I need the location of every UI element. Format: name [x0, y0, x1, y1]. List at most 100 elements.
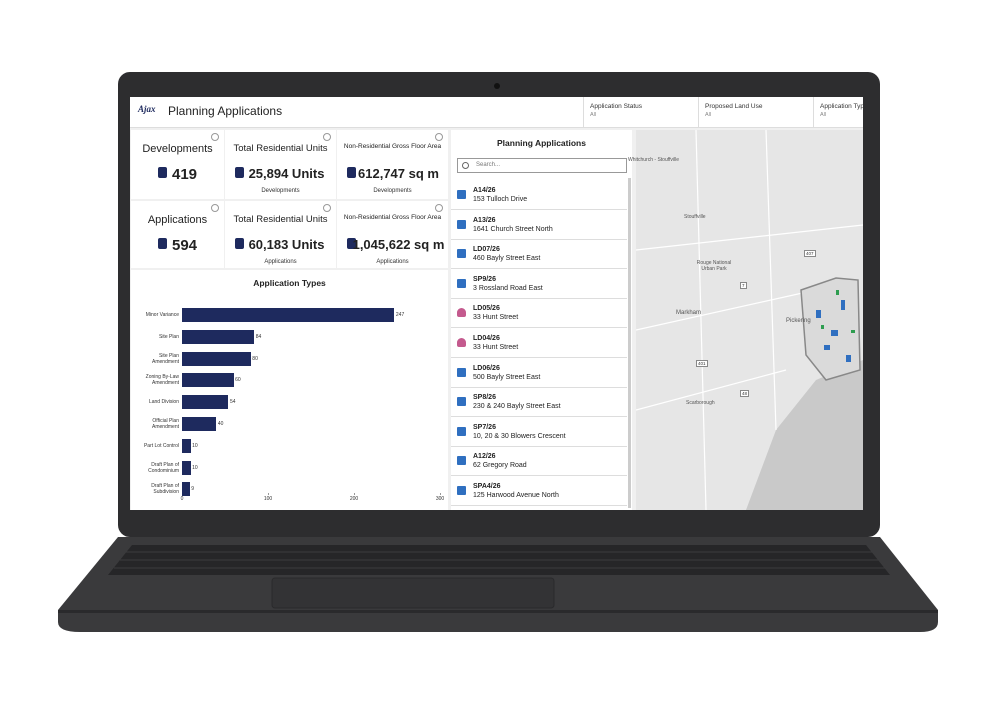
item-id: LD06/26 — [473, 364, 500, 372]
road-label: 48 — [740, 390, 750, 397]
item-id: LD04/26 — [473, 335, 500, 342]
map-label: Markham — [676, 310, 702, 316]
item-id: LD05/26 — [473, 305, 500, 313]
x-tick-label: 200 — [349, 496, 359, 502]
item-swatch — [457, 367, 466, 377]
item-id: A12/26 — [473, 453, 496, 461]
kpi-caption: Applications — [264, 259, 297, 265]
map-label: Pickering — [786, 318, 811, 324]
scrollbar[interactable] — [628, 178, 631, 508]
item-id: A13/26 — [473, 216, 496, 224]
kpi-title: Applications — [147, 214, 208, 226]
filter[interactable]: Application Type All — [813, 97, 863, 127]
x-tick-mark — [354, 493, 355, 495]
item-address: 33 Hunt Street — [473, 314, 519, 322]
item-swatch — [457, 249, 466, 259]
bar — [182, 329, 255, 344]
kpi-value: 612,747 sq m — [358, 166, 439, 181]
kpi-title: Developments — [142, 143, 213, 155]
application-item[interactable]: SPA4/26 125 Harwood Avenue North — [451, 476, 627, 506]
map-label: Rouge National Urban Park — [696, 260, 732, 272]
map-canvas — [636, 130, 863, 510]
info-icon — [435, 204, 443, 212]
base-edge — [58, 610, 938, 613]
filter[interactable]: Application Status All — [583, 97, 698, 127]
road-label: 401 — [696, 360, 708, 367]
kpi-card: Applications 594 — [131, 201, 224, 268]
trackpad — [271, 577, 555, 609]
category-label: Draft Plan of Condominium — [148, 461, 179, 474]
road-label: 7 — [740, 282, 747, 289]
category-label: Site Plan Amendment — [152, 352, 179, 365]
category-label: Zoning By-Law Amendment — [145, 374, 179, 387]
kpi-icon — [347, 167, 356, 178]
kpi-value: 594 — [171, 237, 198, 254]
category-label: Site Plan — [158, 333, 179, 340]
application-item[interactable]: A13/26 1641 Church Street North — [451, 210, 627, 240]
item-swatch — [457, 308, 466, 318]
application-item[interactable]: LD07/26 460 Bayly Street East — [451, 239, 627, 270]
kpi-card: Non-Residential Gross Floor Area 612,747 … — [337, 130, 448, 199]
application-item[interactable]: LD04/26 33 Hunt Street — [451, 328, 627, 358]
roads — [636, 130, 863, 510]
item-id: LD07/26 — [473, 246, 500, 254]
application-item[interactable]: A14/26 153 Tulloch Drive — [451, 180, 627, 210]
kpi-caption: Developments — [261, 188, 300, 194]
bar — [182, 308, 395, 322]
value-label: 60 — [235, 377, 241, 384]
kpi-card: Total Residential Units 60,183 Units Appli… — [225, 201, 336, 268]
value-label: 10 — [192, 464, 198, 471]
value-label: 9 — [191, 486, 195, 493]
bar — [182, 460, 191, 475]
camera — [494, 83, 500, 89]
item-address: 62 Gregory Road — [473, 462, 527, 470]
kpi-icon — [235, 167, 244, 178]
item-address: 10, 20 & 30 Blowers Crescent — [473, 432, 566, 440]
item-address: 500 Bayly Street East — [473, 373, 541, 381]
value-label: 84 — [255, 333, 262, 340]
parcels-green — [821, 290, 855, 333]
kpi-title: Non-Residential Gross Floor Area — [343, 214, 442, 221]
road-label: 407 — [804, 250, 816, 257]
category-label: Draft Plan of Subdivision — [151, 483, 179, 496]
keys — [114, 551, 885, 569]
kpi-title: Total Residential Units — [233, 214, 328, 225]
item-address: 460 Bayly Street East — [473, 255, 541, 263]
info-icon — [211, 204, 219, 212]
application-item[interactable]: LD06/26 500 Bayly Street East — [451, 358, 627, 388]
value-label: 80 — [252, 355, 258, 362]
info-icon — [435, 133, 443, 141]
header: Ajax Planning Applications Application S… — [130, 97, 863, 128]
item-swatch — [457, 219, 466, 229]
bar — [182, 417, 217, 431]
item-swatch — [457, 278, 466, 288]
category-label: Official Plan Amendment — [152, 418, 179, 430]
item-swatch — [457, 190, 466, 199]
item-swatch — [457, 397, 466, 407]
application-item[interactable]: A12/26 62 Gregory Road — [451, 446, 627, 477]
filter[interactable]: Proposed Land Use All — [698, 97, 813, 127]
bar — [182, 395, 229, 410]
item-swatch — [457, 456, 466, 466]
kpi-card: Total Residential Units 25,894 Units Devel… — [225, 130, 336, 199]
application-item[interactable]: SP8/26 230 & 240 Bayly Street East — [451, 387, 627, 418]
search-box[interactable]: Search... — [457, 158, 627, 173]
item-address: 33 Hunt Street — [473, 344, 519, 351]
x-tick-mark — [440, 493, 441, 495]
value-label: 54 — [229, 399, 236, 406]
map[interactable]: Whitchurch - Stouffville Stouffville Rouge… — [628, 130, 863, 510]
ajax-boundary — [800, 277, 861, 381]
application-item[interactable]: SP7/26 10, 20 & 30 Blowers Crescent — [451, 417, 627, 447]
filter-value: All — [705, 112, 712, 118]
map-label: Stouffville — [684, 214, 706, 220]
bar — [182, 351, 251, 366]
item-address: 153 Tulloch Drive — [473, 196, 528, 203]
value-label: 247 — [395, 312, 405, 318]
kpi-title: Non-Residential Gross Floor Area — [343, 143, 442, 150]
application-item[interactable]: SP9/26 3 Rossland Road East — [451, 269, 627, 299]
map-label: Scarborough — [686, 400, 715, 406]
search-placeholder: Search... — [476, 162, 501, 168]
chart-title: Application Types — [253, 278, 326, 288]
application-item[interactable]: LD05/26 33 Hunt Street — [451, 298, 627, 329]
